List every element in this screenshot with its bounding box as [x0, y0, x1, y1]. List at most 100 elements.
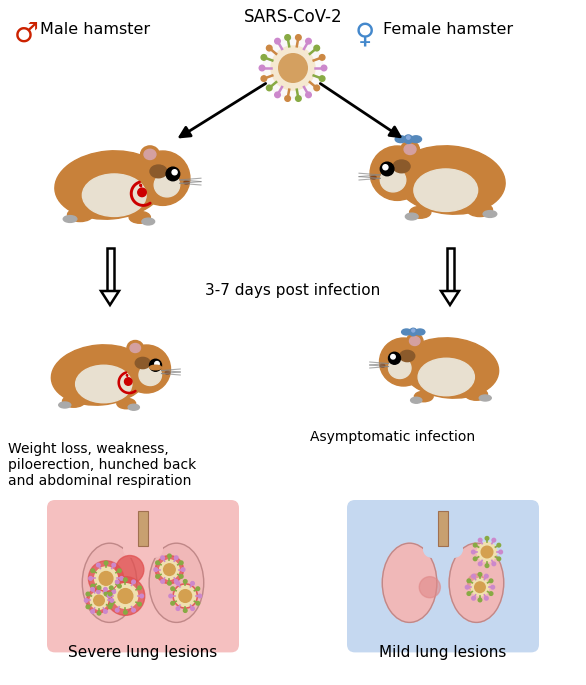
- Circle shape: [259, 65, 265, 71]
- Circle shape: [478, 562, 482, 566]
- Circle shape: [196, 601, 200, 605]
- Ellipse shape: [380, 168, 406, 192]
- Circle shape: [140, 594, 144, 598]
- Circle shape: [110, 602, 113, 606]
- Ellipse shape: [410, 206, 431, 219]
- Ellipse shape: [63, 216, 77, 223]
- Circle shape: [124, 578, 127, 582]
- Ellipse shape: [141, 146, 159, 163]
- Circle shape: [370, 146, 424, 201]
- Ellipse shape: [465, 388, 488, 400]
- Ellipse shape: [150, 165, 167, 178]
- Circle shape: [132, 608, 135, 612]
- Ellipse shape: [483, 210, 497, 217]
- Polygon shape: [441, 291, 459, 305]
- Ellipse shape: [407, 334, 423, 349]
- Circle shape: [138, 586, 141, 590]
- Circle shape: [138, 602, 141, 606]
- Circle shape: [499, 550, 502, 553]
- Circle shape: [118, 588, 133, 603]
- Circle shape: [155, 556, 183, 584]
- Circle shape: [471, 578, 489, 596]
- Ellipse shape: [467, 203, 492, 216]
- Circle shape: [113, 584, 138, 608]
- Circle shape: [485, 574, 488, 578]
- Bar: [447, 248, 454, 291]
- Ellipse shape: [382, 543, 437, 623]
- Text: Male hamster: Male hamster: [40, 22, 150, 37]
- Text: ♀: ♀: [355, 20, 376, 48]
- Circle shape: [489, 579, 493, 583]
- Circle shape: [314, 45, 319, 51]
- Circle shape: [467, 579, 471, 583]
- Circle shape: [88, 561, 124, 596]
- Circle shape: [94, 595, 104, 606]
- Polygon shape: [101, 291, 119, 305]
- Circle shape: [285, 35, 291, 40]
- Circle shape: [168, 554, 171, 558]
- Circle shape: [169, 594, 172, 598]
- Ellipse shape: [410, 136, 421, 142]
- Ellipse shape: [165, 371, 170, 374]
- Ellipse shape: [83, 174, 146, 216]
- Ellipse shape: [380, 364, 385, 367]
- Circle shape: [285, 96, 291, 101]
- Circle shape: [410, 328, 417, 336]
- Circle shape: [267, 45, 272, 51]
- Circle shape: [89, 577, 93, 580]
- Ellipse shape: [401, 329, 411, 335]
- Circle shape: [161, 580, 164, 583]
- FancyBboxPatch shape: [347, 500, 539, 652]
- Circle shape: [110, 599, 114, 602]
- Circle shape: [198, 594, 202, 598]
- Ellipse shape: [389, 358, 411, 379]
- Bar: [138, 510, 148, 546]
- Circle shape: [118, 569, 121, 573]
- FancyArrowPatch shape: [140, 185, 141, 186]
- Ellipse shape: [410, 336, 420, 345]
- Circle shape: [135, 151, 190, 205]
- Ellipse shape: [400, 350, 415, 362]
- Circle shape: [91, 569, 94, 573]
- Ellipse shape: [411, 397, 422, 403]
- Ellipse shape: [154, 173, 180, 197]
- Circle shape: [112, 590, 115, 594]
- Circle shape: [306, 92, 311, 98]
- Circle shape: [115, 580, 119, 584]
- Circle shape: [104, 610, 107, 613]
- Circle shape: [84, 599, 88, 602]
- Circle shape: [106, 577, 145, 615]
- Ellipse shape: [479, 395, 491, 401]
- Circle shape: [183, 580, 187, 583]
- Circle shape: [87, 588, 111, 612]
- Circle shape: [124, 377, 132, 385]
- Text: Asymptomatic infection: Asymptomatic infection: [310, 430, 475, 444]
- Ellipse shape: [128, 404, 139, 410]
- Text: 3-7 days post infection: 3-7 days post infection: [205, 282, 381, 297]
- Circle shape: [380, 338, 428, 386]
- Circle shape: [108, 593, 112, 596]
- Circle shape: [176, 607, 180, 610]
- Circle shape: [196, 587, 200, 590]
- Ellipse shape: [135, 358, 150, 369]
- Circle shape: [485, 536, 489, 540]
- Circle shape: [91, 584, 94, 588]
- Circle shape: [465, 586, 469, 589]
- Circle shape: [497, 557, 500, 560]
- Ellipse shape: [129, 212, 151, 223]
- Circle shape: [104, 561, 108, 564]
- Circle shape: [472, 597, 475, 600]
- Ellipse shape: [67, 208, 93, 221]
- Circle shape: [261, 55, 267, 60]
- Ellipse shape: [401, 141, 420, 158]
- Text: SARS-CoV-2: SARS-CoV-2: [244, 8, 342, 26]
- Circle shape: [175, 586, 196, 606]
- Circle shape: [491, 586, 495, 589]
- Ellipse shape: [139, 364, 162, 386]
- Ellipse shape: [418, 358, 475, 396]
- Text: Female hamster: Female hamster: [383, 22, 513, 37]
- Circle shape: [110, 586, 113, 590]
- Circle shape: [475, 582, 485, 593]
- Circle shape: [155, 362, 159, 366]
- Circle shape: [295, 35, 301, 40]
